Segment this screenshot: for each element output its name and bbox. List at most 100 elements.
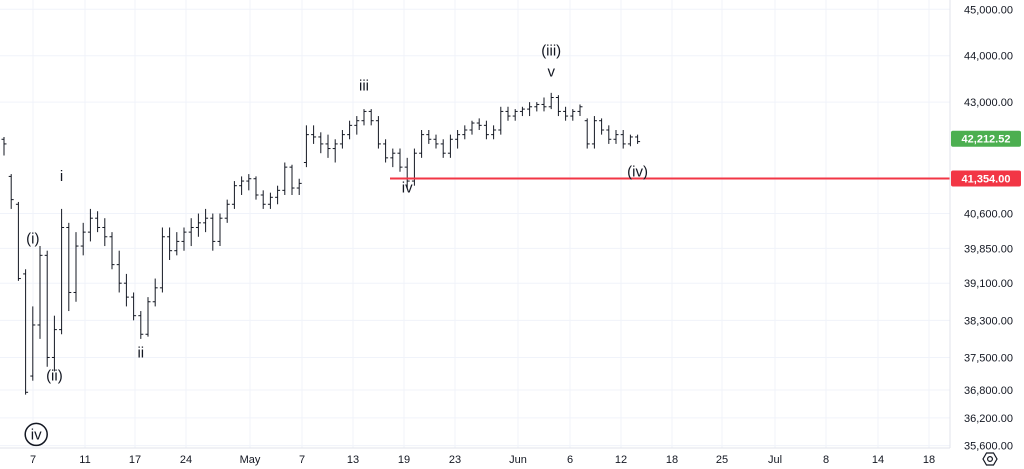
ohlc-bar <box>469 120 475 135</box>
ohlc-bar <box>224 199 230 223</box>
ohlc-bar <box>131 292 137 321</box>
last-price-tag: 42,212.52 <box>962 134 1011 146</box>
y-tick-label: 39,100.00 <box>964 278 1013 290</box>
ohlc-bar <box>246 174 252 191</box>
ohlc-bar <box>282 162 288 195</box>
ohlc-bar <box>80 222 86 256</box>
x-tick-label: 13 <box>347 454 359 466</box>
x-tick-label: 25 <box>716 454 728 466</box>
ohlc-bar <box>347 120 353 140</box>
price-tags: 42,212.52 41,354.00 <box>951 130 1021 187</box>
ohlc-bar <box>51 315 57 372</box>
last-price-tag-bg <box>951 130 1021 147</box>
level-price-tag-bg <box>951 170 1021 187</box>
ohlc-bar <box>620 129 626 149</box>
y-tick-label: 40,600.00 <box>964 209 1013 221</box>
ohlc-bar <box>606 125 612 144</box>
ohlc-bar <box>59 208 65 335</box>
ohlc-bar <box>354 116 360 135</box>
x-tick-label: 7 <box>299 454 305 466</box>
ohlc-bar <box>138 311 144 339</box>
price-axis[interactable]: 45,000.00 44,000.00 43,000.00 40,600.00 39,8… <box>949 0 1013 453</box>
y-tick-label: 35,600.00 <box>964 441 1013 453</box>
level-price-tag: 41,354.00 <box>962 174 1011 186</box>
ohlc-bar <box>188 218 194 247</box>
x-tick-label: 18 <box>923 454 935 466</box>
time-axis[interactable]: 7 11 17 24 May 7 13 19 23 Jun 6 12 18 25 Jul 8 14 18 <box>0 447 950 466</box>
ohlc-bar <box>534 102 540 112</box>
ohlc-bars <box>1 92 641 395</box>
x-tick-label: Jun <box>509 454 527 466</box>
ohlc-bar <box>548 92 554 110</box>
ohlc-bar <box>296 178 302 195</box>
wave-label: (iii) <box>541 43 561 60</box>
ohlc-bar <box>152 278 158 307</box>
ohlc-bar <box>599 118 605 135</box>
ohlc-bar <box>8 174 14 209</box>
ohlc-bar <box>368 109 374 126</box>
ohlc-bar <box>505 106 511 121</box>
ohlc-bar <box>476 118 482 130</box>
ohlc-bar <box>462 125 468 140</box>
ohlc-bar <box>109 232 115 270</box>
wave-label: v <box>547 64 555 81</box>
ohlc-bar <box>203 208 209 233</box>
ohlc-bar <box>167 227 173 260</box>
ohlc-bar <box>15 201 21 281</box>
wave-label: (iv) <box>627 163 648 180</box>
y-tick-label: 37,500.00 <box>964 352 1013 364</box>
ohlc-bar <box>375 116 381 149</box>
ohlc-bar <box>275 185 281 205</box>
ohlc-bar <box>239 176 245 195</box>
ohlc-bar <box>210 213 216 251</box>
ohlc-bar <box>332 139 338 163</box>
ohlc-bar <box>570 109 576 121</box>
wave-label: iv <box>402 180 413 197</box>
x-tick-label: 8 <box>823 454 829 466</box>
ohlc-bar <box>66 222 72 312</box>
ohlc-bar <box>397 148 403 172</box>
ohlc-bar <box>390 148 396 168</box>
ohlc-bar <box>318 132 324 154</box>
ohlc-bar <box>145 297 151 337</box>
wave-label: i <box>60 168 63 185</box>
ohlc-bar <box>498 106 504 135</box>
ohlc-bar <box>159 227 165 293</box>
ohlc-bar <box>253 176 259 200</box>
y-tick-label: 45,000.00 <box>964 4 1013 16</box>
ohlc-bar <box>30 306 36 381</box>
ohlc-bar <box>404 157 410 189</box>
wave-label: iii <box>359 78 369 95</box>
ohlc-bar <box>613 129 619 144</box>
y-tick-label: 36,200.00 <box>964 413 1013 425</box>
ohlc-bar <box>361 109 367 126</box>
ohlc-bar <box>635 134 641 144</box>
ohlc-bar <box>1 136 7 156</box>
ohlc-bar <box>325 134 331 158</box>
y-tick-label: 38,300.00 <box>964 315 1013 327</box>
x-tick-label: Jul <box>768 454 782 466</box>
ohlc-bar <box>563 106 569 121</box>
wave-label: (ii) <box>46 368 63 385</box>
ohlc-bar <box>519 106 525 117</box>
ohlc-bar <box>37 246 43 339</box>
y-tick-label: 43,000.00 <box>964 97 1013 109</box>
ohlc-bar <box>174 232 180 256</box>
ohlc-bar <box>426 129 432 144</box>
x-tick-label: 12 <box>615 454 627 466</box>
ohlc-bar <box>23 269 29 395</box>
ohlc-bar <box>383 139 389 163</box>
ohlc-bar <box>591 116 597 149</box>
ohlc-bar <box>483 120 489 140</box>
x-tick-label: 24 <box>180 454 192 466</box>
ohlc-bar <box>87 208 93 242</box>
ohlc-bar <box>303 125 309 168</box>
settings-icon[interactable] <box>982 452 998 466</box>
y-tick-label: 36,800.00 <box>964 385 1013 397</box>
ohlc-bar <box>440 139 446 158</box>
ohlc-bar <box>231 181 237 209</box>
x-tick-label: 23 <box>449 454 461 466</box>
y-tick-label: 44,000.00 <box>964 51 1013 63</box>
